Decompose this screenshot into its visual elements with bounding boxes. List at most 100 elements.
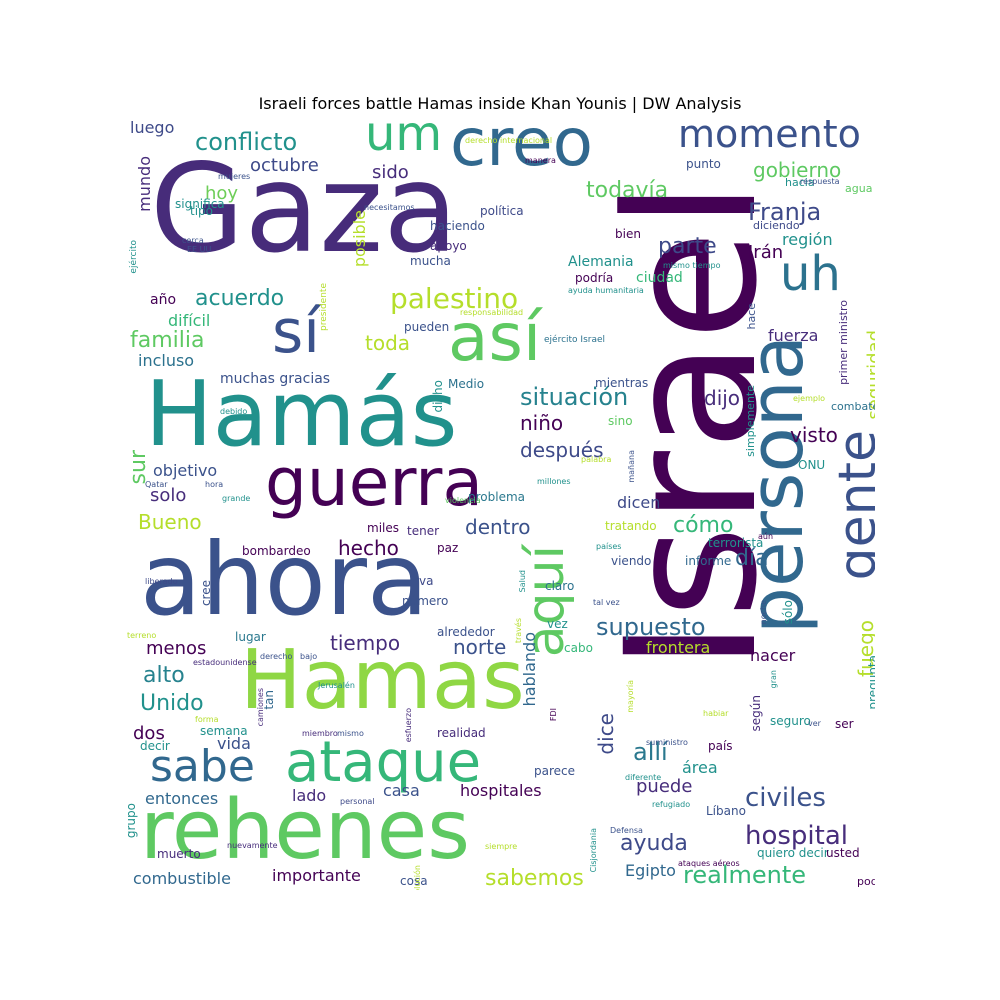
word-diferente: diferente [625,773,662,782]
word-apoyo: apoyo [430,239,467,253]
word-hospital: hospital [745,821,849,851]
word-entonces: entonces [145,789,219,808]
word-frontera: frontera [646,638,711,657]
word-refugiado: refugiado [652,800,691,809]
word-bien: bien [615,227,641,241]
word-alemania: Alemania [568,254,634,270]
word-todavia: todavía [586,178,669,203]
word-gente: gente [828,430,875,581]
word-muerto: muerto [157,847,201,861]
word-paises: países [596,542,622,551]
word-egipto: Egipto [625,861,676,880]
word-como: cómo [673,513,734,538]
word-civiles: civiles [745,783,826,813]
word-ataque: ataque [285,730,482,795]
word-significa: significa [175,197,225,211]
word-politica: política [480,204,524,218]
word-salud: Salud [518,570,527,593]
word-seguro: seguro [770,714,811,728]
word-solucion: solución [413,865,422,890]
word-hace: hace [745,303,758,330]
word-unido: Unido [140,691,204,716]
word-noche: noche [759,600,768,625]
word-cisjordania: Cisjordania [589,828,598,873]
word-sino: sino [608,414,633,428]
word-quiero-decir: quiero decir [757,846,829,860]
word-ser: ser [835,717,854,731]
word-defensa: Defensa [610,826,643,835]
word-numero: número [402,594,449,608]
word-casa: casa [383,781,420,800]
word-hablando: hablando [520,632,539,707]
word-millones: millones [537,477,571,486]
word-semana: semana [200,724,248,738]
word-decir: decir [140,739,170,753]
word-terreno: terreno [127,631,157,640]
word-usted: usted [826,846,860,860]
word-viendo: viendo [611,554,652,568]
word-persona: persona [734,335,820,634]
word-solo: solo [150,485,187,506]
word-manana: mañana [627,450,636,483]
word-realmente: realmente [683,861,807,889]
word-suministro: suministro [646,738,688,747]
word-rehenes: rehenes [140,783,470,878]
word-cerca: cerca [182,236,204,245]
word-mayoria: mayoría [626,680,635,713]
word-si: sí [272,297,320,367]
word-ano: año [150,292,177,308]
word-onu: ONU [798,458,826,472]
word-ejercito-israel: ejército Israel [544,335,606,345]
word-hacer: hacer [750,646,796,665]
word-ver: ver [808,719,821,728]
word-pregunta: pregunta [866,655,875,710]
word-pais: país [708,739,733,753]
word-vida: vida [217,734,251,753]
word-mundo: mundo [135,156,154,212]
word-agua: agua [845,182,873,195]
word-debido: debido [220,407,248,416]
word-liberado: liberado [145,577,178,586]
word-medio: Medio [448,377,485,391]
word-guerra: guerra [265,444,483,521]
word-mucha: mucha [410,254,451,268]
word-hospitales: hospitales [460,781,542,800]
word-ee-uu: EE UU [187,245,212,254]
word-dijo: dijo [704,386,741,410]
word-ataques-aereos: ataques aéreos [678,859,740,868]
word-claro: claro [545,579,575,593]
word-dicen: dicen [617,493,661,512]
word-realidad: realidad [437,726,486,740]
word-habiar: habiar [703,709,729,718]
word-ciudad: ciudad [636,270,683,286]
word-mismo-tiempo: mismo tiempo [663,261,721,270]
word-hoy: hoy [205,183,239,204]
word-palabra: palabra [581,455,612,464]
wordcloud-canvas: Israel Gaza ahora Hamás rehenes Hamas persona g… [125,120,875,890]
word-aun: aún [758,532,774,541]
word-fuerza: fuerza [768,326,819,345]
word-supuesto: supuesto [596,613,706,641]
word-nuevamente: nuevamente [227,841,278,850]
word-incluso: incluso [138,351,195,370]
word-region: región [782,230,833,249]
word-alrededor: alrededor [437,625,495,639]
word-dicho: dicho [431,380,445,413]
word-punto: punto [686,157,721,171]
word-tal-vez: tal vez [593,598,620,607]
word-derecho-internacional: derecho internacional [465,136,553,145]
word-franja: Franja [748,198,822,226]
word-haciendo: haciendo [430,219,485,233]
word-fdi: FDI [549,708,558,722]
word-grupo: grupo [125,803,138,839]
word-dice: dice [594,713,618,755]
word-podria: podría [575,271,614,285]
word-cosa: cosa [400,874,428,888]
word-toda: toda [365,331,411,355]
word-responsabilidad: responsabilidad [460,308,524,317]
word-importante: importante [272,866,361,885]
word-acuerdo: acuerdo [195,286,285,311]
word-derecho: derecho [260,652,293,661]
word-momento: momento [678,120,861,156]
